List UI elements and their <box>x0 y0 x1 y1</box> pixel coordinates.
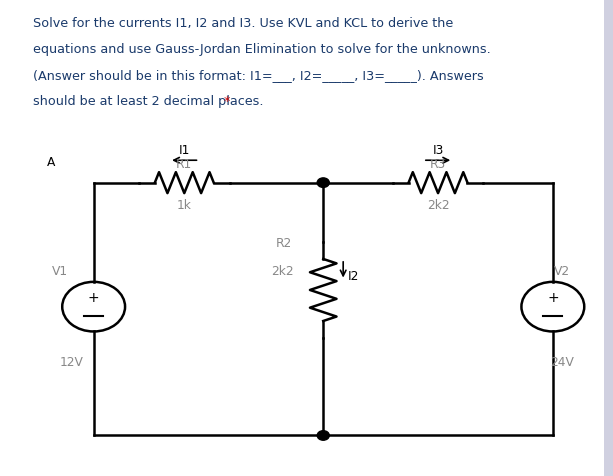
Text: 2k2: 2k2 <box>427 198 449 211</box>
Circle shape <box>317 431 329 440</box>
Text: V2: V2 <box>554 265 570 278</box>
Text: A: A <box>47 155 56 169</box>
Text: V1: V1 <box>52 265 69 278</box>
Text: (Answer should be in this format: I1=___, I2=_____, I3=_____). Answers: (Answer should be in this format: I1=___… <box>33 69 484 82</box>
Text: I2: I2 <box>348 269 359 283</box>
Text: I1: I1 <box>178 143 190 157</box>
Text: 2k2: 2k2 <box>272 265 294 278</box>
Text: +: + <box>88 291 99 305</box>
Circle shape <box>317 178 329 188</box>
Text: 12V: 12V <box>59 355 83 368</box>
Text: R3: R3 <box>430 158 446 171</box>
Text: Solve for the currents I1, I2 and I3. Use KVL and KCL to derive the: Solve for the currents I1, I2 and I3. Us… <box>33 17 454 30</box>
Text: I3: I3 <box>432 143 444 157</box>
Text: R1: R1 <box>176 158 192 171</box>
Text: 24V: 24V <box>550 355 574 368</box>
Text: *: * <box>224 95 230 108</box>
Text: R2: R2 <box>276 236 292 249</box>
Text: +: + <box>547 291 558 305</box>
Text: should be at least 2 decimal places.: should be at least 2 decimal places. <box>33 95 268 108</box>
Text: equations and use Gauss-Jordan Elimination to solve for the unknowns.: equations and use Gauss-Jordan Eliminati… <box>33 43 491 56</box>
Text: 1k: 1k <box>177 198 192 211</box>
